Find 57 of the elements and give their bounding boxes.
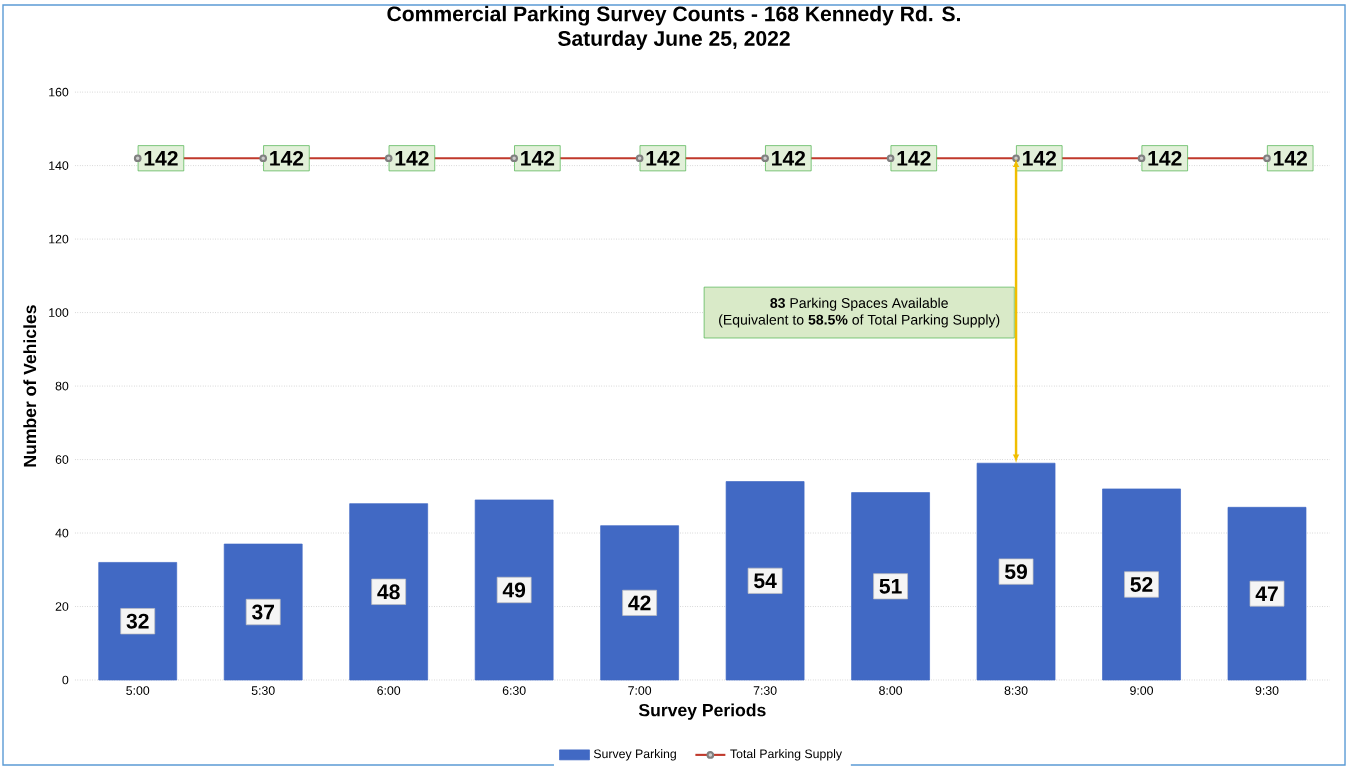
data-label: 51 [879,578,902,594]
x-tick-label: 6:30 [502,686,526,695]
bar [98,562,178,681]
x-tick-label: 9:30 [1255,686,1279,695]
data-label: 142 [1273,150,1307,166]
data-label: 47 [1255,586,1278,601]
y-tick-label: 140 [49,161,69,170]
bar [349,503,429,681]
chart-title: Commercial Parking Survey Counts - 168 Kennedy Rd. S. [387,5,960,26]
data-label: 142 [897,150,931,166]
data-label: 42 [628,595,651,611]
x-tick-label: 7:30 [753,686,777,695]
y-axis-title: Number of Vehicles [23,305,37,467]
data-label: 142 [521,150,555,166]
x-tick-label: 8:00 [879,686,903,695]
y-tick-label: 0 [62,675,69,685]
data-label: 52 [1130,577,1153,592]
bar [600,525,679,681]
legend-label: Total Parking Supply [730,749,842,761]
bar [1102,488,1181,681]
y-tick-label: 80 [55,381,69,391]
y-tick-label: 120 [49,234,69,244]
y-tick-label: 160 [49,87,69,97]
x-tick-label: 7:00 [628,686,652,695]
data-label: 48 [377,584,400,600]
x-tick-label: 5:30 [251,686,275,695]
data-label: 142 [772,150,806,166]
bar [851,492,930,681]
x-tick-label: 5:00 [126,686,150,695]
x-tick-label: 6:00 [377,686,401,695]
chart-subtitle: Saturday June 25, 2022 [558,30,790,51]
annotation: (Equivalent to 58.5% of Total Parking Supply) [719,314,1000,328]
data-label: 37 [251,604,274,620]
x-tick-label: 8:30 [1004,686,1028,695]
data-label: 142 [144,150,178,166]
bar [474,499,554,681]
y-tick-label: 40 [55,528,69,538]
legend-label: Survey Parking [593,749,676,761]
data-label: 49 [502,582,526,598]
data-label: 142 [270,150,304,166]
annotation: 83 Parking Spaces Available [770,297,948,311]
data-label: 142 [1148,150,1182,166]
data-label: 142 [395,150,429,166]
data-label: 142 [1023,150,1056,166]
bar [223,543,303,681]
bar [976,462,1056,681]
x-axis-title: Survey Periods [638,703,766,720]
data-label: 54 [754,573,777,589]
y-tick-label: 60 [55,455,69,464]
data-label: 32 [126,613,149,629]
data-label: 59 [1004,564,1027,580]
y-tick-label: 20 [55,602,69,611]
bar [725,481,805,681]
x-tick-label: 9:00 [1130,686,1154,695]
data-label: 142 [646,150,680,166]
bar [1227,506,1307,681]
y-tick-label: 100 [49,308,69,317]
